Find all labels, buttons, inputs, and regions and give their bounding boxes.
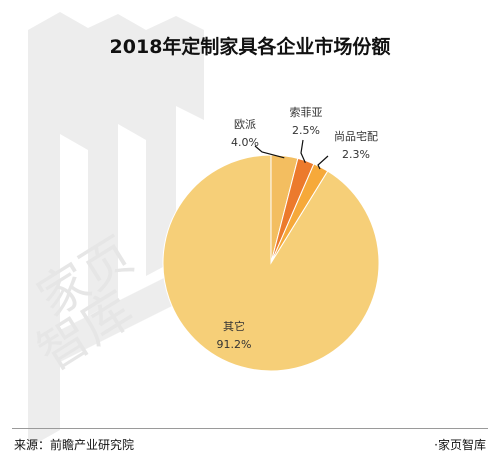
slice-value-label: 91.2% [216, 338, 252, 351]
slice-label-3: 其它 91.2% [204, 318, 264, 354]
footer-divider [12, 428, 488, 429]
brand-credit: ·家页智库 [434, 438, 486, 452]
slice-label-2: 尚品宅配 2.3% [322, 128, 390, 164]
slice-name-label: 尚品宅配 [334, 130, 378, 143]
chart-title: 2018年定制家具各企业市场份额 [109, 36, 391, 58]
pie-slice-3 [162, 154, 380, 372]
slice-value-label: 4.0% [231, 136, 259, 149]
slice-name-label: 欧派 [234, 118, 256, 131]
slice-value-label: 2.3% [342, 148, 370, 161]
slice-label-0: 欧派 4.0% [222, 116, 268, 152]
leader-line-2 [317, 155, 329, 170]
slice-label-1: 索菲亚 2.5% [283, 104, 329, 140]
leader-line-0 [254, 145, 285, 159]
slice-value-label: 2.5% [292, 124, 320, 137]
slice-name-label: 索菲亚 [289, 106, 323, 119]
source-note: 来源：前瞻产业研究院 [14, 438, 135, 452]
slice-name-label: 其它 [223, 320, 245, 333]
leader-line-1 [300, 139, 306, 163]
